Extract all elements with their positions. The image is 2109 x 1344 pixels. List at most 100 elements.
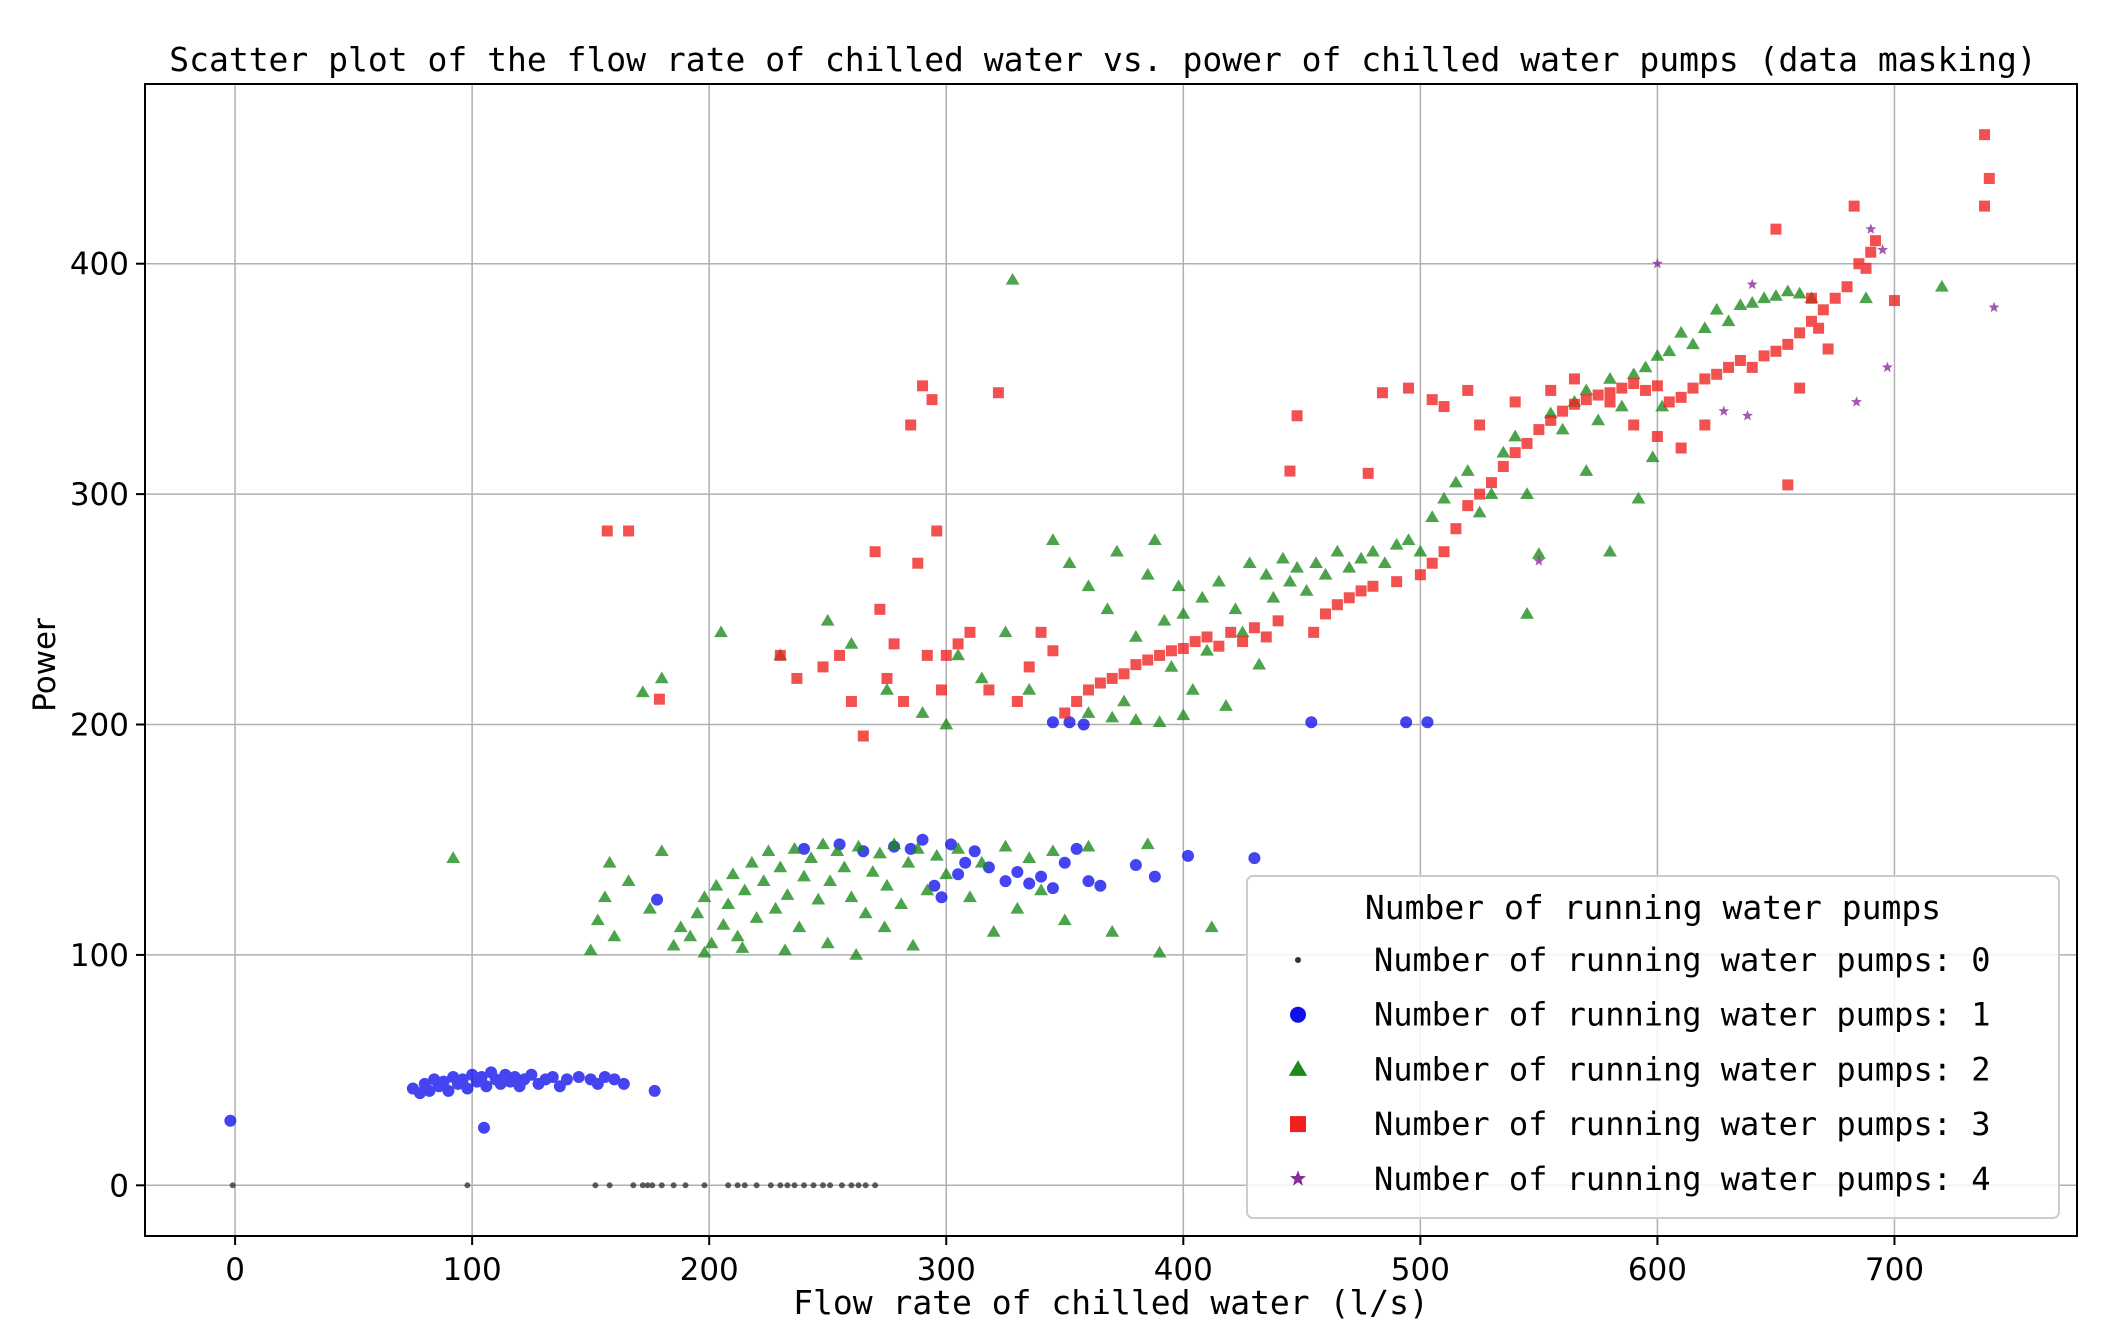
pumps-2-point xyxy=(1176,607,1191,619)
series-group xyxy=(224,716,1434,1134)
pumps-2-point xyxy=(1140,837,1155,850)
pumps-1-point xyxy=(968,845,981,858)
pumps-2-point xyxy=(811,892,826,905)
pumps-3-point xyxy=(1841,281,1853,293)
pumps-1-point xyxy=(608,1073,621,1086)
pumps-2-point xyxy=(929,848,944,861)
pumps-0-point xyxy=(644,1182,651,1189)
pumps-2-point xyxy=(1157,613,1172,626)
pumps-3-point xyxy=(1130,659,1142,671)
pumps-3-point xyxy=(1272,615,1284,627)
pumps-1-point xyxy=(952,868,965,881)
pumps-2-point xyxy=(1389,537,1404,550)
pumps-2-point xyxy=(1128,713,1143,725)
pumps-2-point xyxy=(1709,302,1724,315)
pumps-1-point xyxy=(475,1071,488,1084)
pumps-2-point xyxy=(1330,544,1345,557)
pumps-3-point xyxy=(1284,465,1296,477)
legend-entries: Number of running water pumps: 0 Number o… xyxy=(1288,941,1991,1198)
pumps-3-point xyxy=(1592,389,1604,401)
pumps-2-point xyxy=(1022,851,1037,863)
pumps-3-point xyxy=(1189,636,1201,648)
pumps-2-point xyxy=(910,842,925,854)
pumps-0-point xyxy=(872,1182,879,1189)
pumps-2-point xyxy=(851,839,866,852)
pumps-2-point xyxy=(643,901,657,914)
pumps-3-point xyxy=(1580,394,1592,406)
pumps-2-point xyxy=(1508,429,1523,442)
pumps-1-point xyxy=(423,1084,436,1097)
pumps-3-point xyxy=(1426,557,1438,569)
pumps-2-point xyxy=(1140,567,1155,580)
pumps-3-point xyxy=(1675,442,1687,454)
pumps-3-point xyxy=(845,695,857,707)
pumps-2-point xyxy=(998,839,1013,852)
pumps-2-point xyxy=(1034,883,1048,896)
y-tick-label: 100 xyxy=(70,938,129,974)
pumps-3-point xyxy=(774,649,786,661)
pumps-2-point xyxy=(1290,560,1304,573)
legend-label: Number of running water pumps: 3 xyxy=(1374,1105,1991,1143)
pumps-2-point xyxy=(1655,399,1670,412)
pumps-2-point xyxy=(1934,279,1949,292)
pumps-3-point xyxy=(1805,315,1817,327)
pumps-2-point xyxy=(1769,289,1783,301)
pumps-2-point xyxy=(951,648,965,661)
pumps-2-point xyxy=(844,890,859,903)
pumps-1-point xyxy=(1070,842,1083,855)
pumps-1-point xyxy=(928,879,941,892)
pumps-1-point xyxy=(494,1077,507,1090)
pumps-3-point xyxy=(1533,424,1545,436)
pumps-3-point xyxy=(1568,398,1580,410)
series-group xyxy=(1533,223,2000,566)
pumps-4-point xyxy=(1746,278,1758,290)
pumps-3-point xyxy=(1557,405,1569,417)
pumps-2-point xyxy=(1010,901,1025,914)
pumps-1-point xyxy=(1058,856,1071,869)
x-tick-label: 200 xyxy=(680,1252,739,1288)
pumps-2-point xyxy=(1081,706,1096,718)
pumps-3-point xyxy=(983,684,995,696)
pumps-3-point xyxy=(992,387,1004,399)
pumps-2-point xyxy=(1318,567,1333,580)
pumps-1-point xyxy=(1035,870,1048,883)
pumps-3-point xyxy=(869,546,881,558)
pumps-2-point xyxy=(1147,533,1162,546)
pumps-2-point xyxy=(1259,567,1274,580)
pumps-2-point xyxy=(716,918,731,930)
pumps-2-point xyxy=(880,878,894,891)
pumps-2-point xyxy=(1591,413,1606,426)
pumps-2-point xyxy=(1496,445,1511,458)
pumps-2-point xyxy=(635,685,650,698)
pumps-2-point xyxy=(939,717,954,730)
pumps-3-point xyxy=(834,649,846,661)
pumps-2-point xyxy=(773,860,788,873)
pumps-2-point xyxy=(749,911,764,923)
pumps-2-point xyxy=(1228,602,1243,615)
chart-title: Scatter plot of the flow rate of chilled… xyxy=(169,40,2037,79)
pumps-3-point xyxy=(874,603,886,615)
pumps-2-point xyxy=(1377,556,1392,569)
pumps-2-point xyxy=(690,906,705,919)
pumps-3-point xyxy=(1979,200,1991,212)
pumps-2-point xyxy=(730,929,745,942)
pumps-2-point xyxy=(820,613,835,626)
x-tick-label: 100 xyxy=(443,1252,502,1288)
pumps-3-point xyxy=(1848,200,1860,212)
series-group xyxy=(446,272,1949,960)
pumps-2-point xyxy=(939,867,954,880)
pumps-1-point xyxy=(480,1080,493,1093)
legend-marker xyxy=(1290,1170,1306,1186)
pumps-3-point xyxy=(1237,636,1249,648)
pumps-3-point xyxy=(1521,437,1533,449)
pumps-2-point xyxy=(446,851,461,863)
pumps-3-point xyxy=(1177,642,1189,654)
pumps-1-point xyxy=(560,1073,573,1086)
pumps-2-point xyxy=(721,897,736,910)
pumps-2-point xyxy=(1152,945,1167,958)
pumps-2-point xyxy=(1662,344,1677,357)
pumps-1-point xyxy=(651,893,664,906)
pumps-1-point xyxy=(1400,716,1413,729)
pumps-2-point xyxy=(906,938,920,951)
